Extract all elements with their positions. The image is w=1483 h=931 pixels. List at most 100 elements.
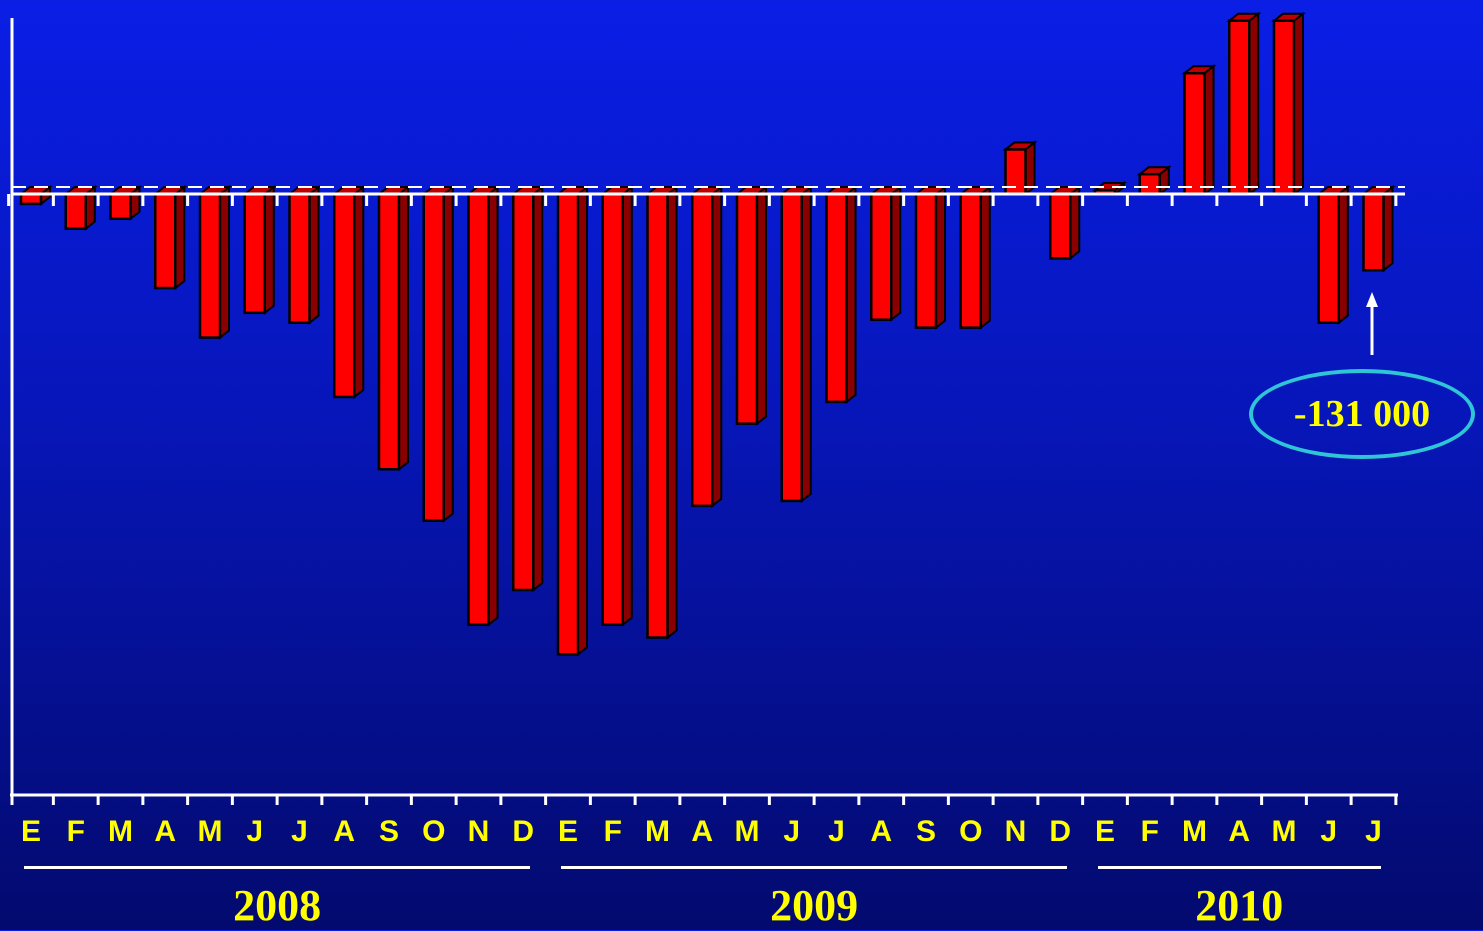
month-label: E: [1094, 815, 1115, 848]
bar: [286, 184, 322, 325]
bar: [62, 184, 98, 231]
bar-front: [288, 192, 311, 324]
bar-front: [467, 192, 490, 626]
month-label: S: [378, 815, 399, 848]
bar-front: [1317, 192, 1340, 324]
bar-side: [1382, 184, 1394, 273]
bar: [957, 184, 993, 330]
bar-front: [109, 192, 132, 220]
bar-front: [825, 192, 848, 404]
month-label: M: [1182, 815, 1207, 848]
bar-side: [666, 184, 678, 640]
bar: [644, 184, 680, 640]
bar: [241, 184, 277, 315]
month-label: M: [108, 815, 133, 848]
year-underline: [1098, 866, 1381, 869]
month-label: J: [1320, 815, 1338, 848]
month-label: N: [467, 815, 490, 848]
bar-front: [780, 192, 803, 503]
bar-side: [398, 184, 409, 472]
bar: [465, 184, 501, 627]
value-callout: -131 000: [1249, 369, 1475, 459]
bar-front: [154, 192, 177, 290]
bar: [1002, 140, 1038, 197]
month-label: M: [197, 815, 223, 848]
callout-arrow-head: [1366, 292, 1378, 307]
bar-side: [487, 184, 499, 627]
bar-front: [1183, 71, 1206, 196]
bar-side: [263, 184, 275, 315]
bar-front: [422, 192, 445, 522]
month-label: E: [557, 815, 578, 848]
month-label: J: [828, 815, 845, 848]
bar: [1271, 11, 1306, 197]
bar: [107, 184, 143, 221]
month-label: J: [783, 815, 801, 848]
bar: [689, 184, 725, 508]
bar-side: [577, 184, 588, 657]
bar: [599, 184, 635, 627]
bar: [1181, 64, 1217, 197]
month-label: J: [291, 815, 308, 848]
month-label: O: [422, 815, 446, 848]
bar: [152, 184, 188, 291]
bar-front: [377, 192, 401, 471]
bar-front: [914, 192, 938, 329]
bar: [197, 184, 232, 340]
bar-side: [532, 184, 544, 593]
month-label: A: [870, 815, 893, 848]
bar-front: [1138, 172, 1161, 196]
bar: [734, 184, 769, 426]
bar-side: [800, 184, 812, 503]
bar-front: [64, 192, 87, 230]
bar-front: [691, 192, 714, 508]
month-label: D: [1049, 815, 1072, 848]
year-underline: [24, 866, 531, 869]
bar-front: [1362, 192, 1385, 272]
bar: [420, 184, 456, 523]
bar-side: [621, 184, 633, 627]
bar-front: [735, 192, 759, 425]
bar-front: [198, 192, 222, 339]
bar-side: [890, 184, 902, 322]
bar-side: [219, 184, 230, 340]
bar-front: [959, 192, 982, 329]
bar: [823, 184, 859, 404]
bar-side: [1293, 11, 1304, 197]
year-underline: [561, 866, 1068, 869]
month-label: E: [20, 815, 41, 848]
bar-side: [442, 184, 454, 523]
month-label: F: [603, 815, 622, 848]
bar: [868, 184, 904, 322]
month-label: A: [691, 815, 714, 848]
bar-side: [935, 184, 946, 330]
bar-front: [556, 192, 580, 656]
bar-side: [1337, 184, 1349, 325]
bar: [1092, 180, 1127, 197]
bar-front: [870, 192, 893, 321]
month-label: A: [154, 815, 177, 848]
callout-text: -131 000: [1293, 393, 1431, 435]
month-label: D: [512, 815, 535, 848]
bar-side: [711, 184, 723, 508]
bar: [1315, 184, 1351, 325]
bar: [1136, 165, 1172, 197]
bar-front: [1049, 192, 1072, 260]
bar-side: [1248, 11, 1260, 197]
month-label: M: [734, 815, 760, 848]
bar-front: [1272, 19, 1296, 196]
bar-front: [333, 192, 356, 399]
bar: [331, 184, 367, 399]
year-label: 2008: [233, 881, 322, 930]
year-label: 2009: [770, 881, 859, 930]
month-label: M: [1271, 815, 1297, 848]
bar: [1360, 184, 1396, 273]
bar: [376, 184, 411, 472]
bar: [778, 184, 814, 503]
bar-side: [756, 184, 767, 426]
bar-front: [601, 192, 624, 626]
month-label: J: [1365, 815, 1382, 848]
bar-front: [512, 192, 535, 592]
month-label: M: [645, 815, 670, 848]
